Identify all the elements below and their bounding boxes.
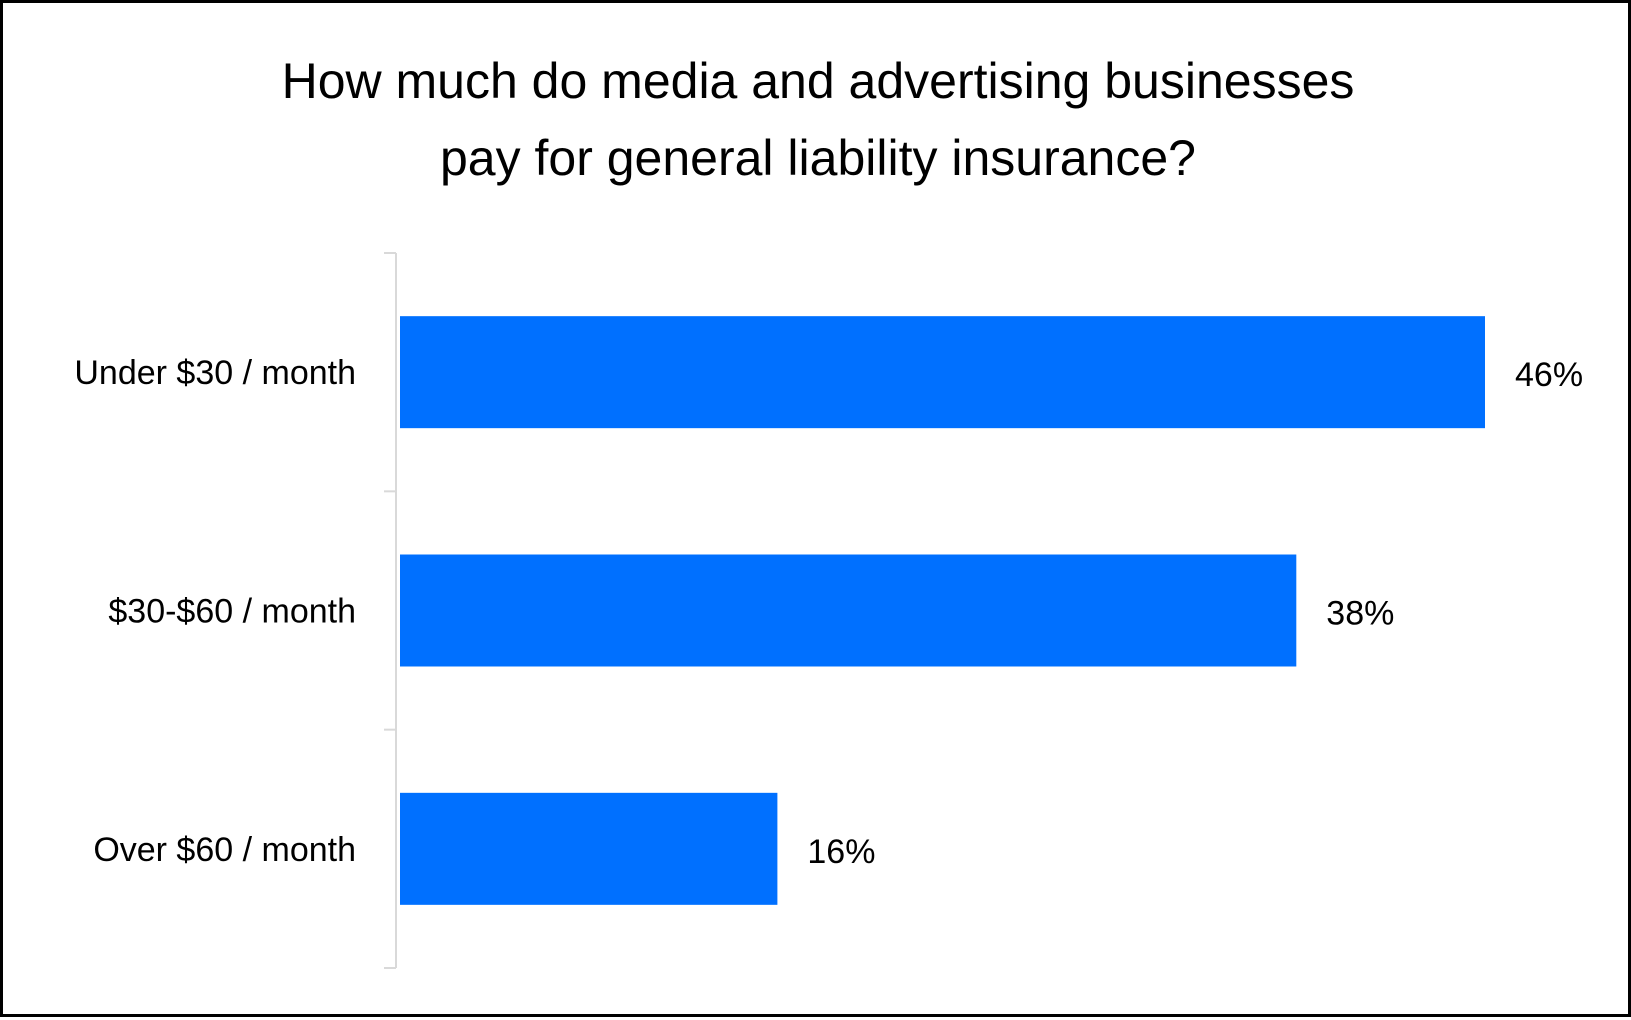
category-label: Under $30 / month [74, 354, 356, 392]
bar [400, 316, 1485, 429]
bars [400, 316, 1485, 905]
bar [400, 792, 778, 905]
data-labels: 46% 38% 16% [807, 356, 1583, 871]
chart-title: How much do media and advertising busine… [282, 53, 1355, 186]
bar [400, 554, 1297, 667]
bar-chart: How much do media and advertising busine… [74, 53, 1583, 969]
category-label: Over $60 / month [93, 831, 356, 869]
data-label: 16% [807, 833, 875, 871]
chart-title-line-1: How much do media and advertising busine… [282, 53, 1355, 109]
category-label: $30-$60 / month [108, 593, 356, 631]
category-labels: Under $30 / month $30-$60 / month Over $60… [74, 354, 356, 869]
data-label: 38% [1326, 595, 1394, 633]
chart-title-line-2: pay for general liability insurance? [440, 130, 1196, 186]
category-axis [384, 252, 397, 969]
data-label: 46% [1515, 356, 1583, 394]
